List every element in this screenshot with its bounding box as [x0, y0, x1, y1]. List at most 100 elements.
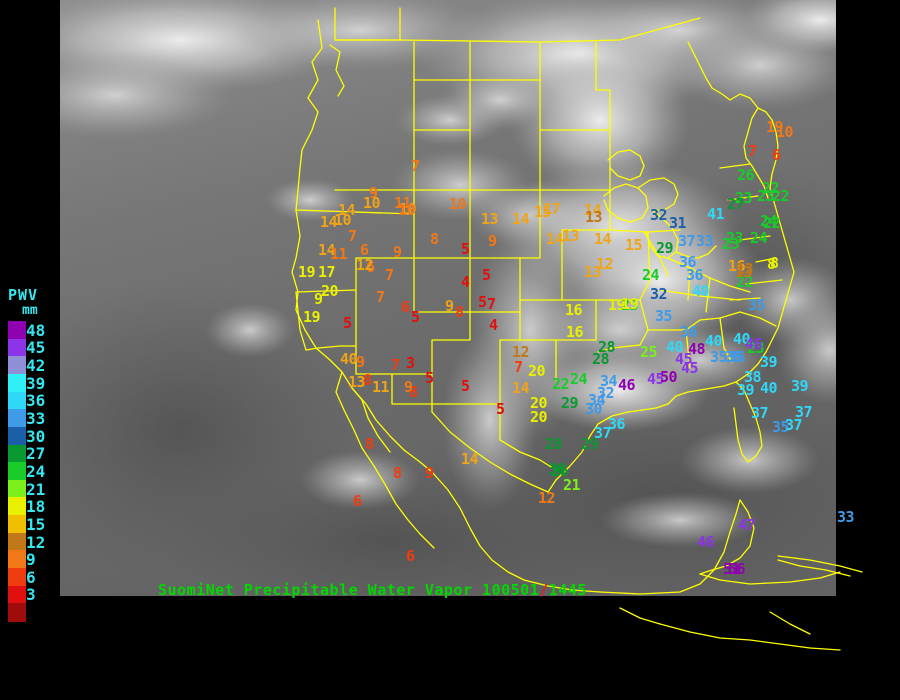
pwv-value: 37 — [795, 403, 813, 421]
colorbar-tick-27: 27 — [26, 444, 46, 464]
pwv-value: 32 — [597, 384, 615, 402]
pwv-value: 35 — [655, 307, 673, 325]
pwv-value: 16 — [565, 301, 583, 319]
pwv-value: 10 — [399, 200, 417, 218]
pwv-value: 8 — [363, 371, 372, 389]
pwv-value: 13 — [735, 263, 753, 281]
pwv-value: 4 — [461, 273, 470, 291]
pwv-value: 11 — [394, 194, 412, 212]
pwv-value: 9 — [393, 243, 402, 261]
pwv-value: 4 — [489, 316, 498, 334]
pwv-value: 31 — [669, 214, 687, 232]
pwv-value: 29 — [561, 394, 579, 412]
pwv-value: 19 — [766, 118, 784, 136]
pwv-value: 22 — [762, 179, 780, 197]
pwv-value: 39 — [737, 381, 755, 399]
pwv-value: 7 — [376, 288, 385, 306]
pwv-value: 8 — [365, 435, 374, 453]
colorbar-swatch-24 — [8, 462, 26, 481]
pwv-value: 41 — [707, 205, 725, 223]
pwv-value: 28 — [592, 350, 610, 368]
pwv-value: 12 — [512, 343, 530, 361]
pwv-value: 8 — [409, 383, 418, 401]
pwv-value: 7 — [385, 266, 394, 284]
pwv-value: 14 — [584, 201, 602, 219]
pwv-value: 9 — [356, 353, 365, 371]
pwv-value: 7 — [487, 295, 496, 313]
colorbar-tick-18: 18 — [26, 497, 46, 517]
colorbar-tick-9: 9 — [26, 550, 36, 570]
pwv-value: 25 — [640, 343, 658, 361]
pwv-value: 12 — [596, 255, 614, 273]
pwv-value: 20 — [530, 394, 548, 412]
colorbar-swatch-30 — [8, 426, 26, 446]
pwv-value: 32 — [650, 285, 668, 303]
pwv-value: 22 — [736, 273, 754, 291]
colorbar-swatch-45 — [8, 338, 26, 357]
pwv-value: 19 — [621, 295, 639, 313]
pwv-value: 45 — [675, 350, 693, 368]
pwv-value: 5 — [478, 293, 487, 311]
pwv-value: 9 — [369, 184, 378, 202]
pwv-value: 37 — [785, 416, 803, 434]
pwv-value: 23 — [722, 235, 740, 253]
colorbar-swatch-21 — [8, 479, 26, 499]
pwv-value: 46 — [697, 533, 715, 551]
pwv-value: 45 — [647, 370, 665, 388]
pwv-value: 23 — [621, 296, 639, 314]
pwv-value: 40 — [760, 379, 778, 397]
pwv-value: 9 — [314, 290, 323, 308]
pwv-value: 37 — [594, 424, 612, 442]
pwv-value: 29 — [656, 239, 674, 257]
pwv-value: 24 — [642, 266, 660, 284]
pwv-value: 7 — [748, 142, 757, 160]
pwv-value: 7 — [514, 358, 523, 376]
colorbar-tick-24: 24 — [26, 461, 46, 481]
colorbar-tick-30: 30 — [26, 426, 46, 446]
colorbar-tick-45: 45 — [26, 338, 46, 358]
colorbar-swatch-6 — [8, 568, 26, 587]
pwv-value: 15 — [625, 236, 643, 254]
pwv-value: 34 — [588, 391, 606, 409]
caption-date: 100501 — [482, 581, 540, 599]
colorbar-swatches — [8, 321, 26, 622]
pwv-value: 9 — [425, 464, 434, 482]
legend-units: mm — [22, 303, 38, 318]
pwv-value: 36 — [680, 323, 698, 341]
pwv-value: 51 — [723, 560, 741, 578]
colorbar-swatch-3 — [8, 585, 26, 604]
pwv-value: 10 — [363, 194, 381, 212]
pwv-value: 26 — [551, 462, 569, 480]
pwv-value: 5 — [343, 314, 352, 332]
pwv-value: 16 — [566, 323, 584, 341]
pwv-value: 28 — [545, 435, 563, 453]
pwv-value: 13 — [562, 227, 580, 245]
pwv-value: 6 — [360, 241, 369, 259]
pwv-value: 16 — [728, 257, 746, 275]
pwv-value: 37 — [751, 404, 769, 422]
pwv-value: 27 — [727, 195, 745, 213]
pwv-value: 8 — [430, 230, 439, 248]
pwv-value: 13 — [584, 263, 602, 281]
pwv-value: 36 — [608, 415, 626, 433]
pwv-value: 14 — [512, 379, 530, 397]
colorbar-tick-48: 48 — [26, 320, 46, 340]
pwv-value: 14 — [461, 450, 479, 468]
pwv-value: 19 — [303, 308, 321, 326]
pwv-value: 50 — [660, 368, 678, 386]
pwv-value: 11 — [330, 245, 348, 263]
pwv-value: 5 — [482, 266, 491, 284]
colorbar-swatch-15 — [8, 515, 26, 534]
pwv-value: 35 — [748, 296, 766, 314]
colorbar-tick-42: 42 — [26, 356, 46, 376]
pwv-value: 19 — [608, 296, 626, 314]
pwv-value: 39 — [791, 377, 809, 395]
pwv-value: 23 — [726, 229, 744, 247]
pwv-value: 8 — [393, 464, 402, 482]
pwv-value: 10 — [776, 123, 794, 141]
pwv-value: 10 — [334, 211, 352, 229]
pwv-value: 5 — [461, 377, 470, 395]
pwv-value: 38 — [744, 368, 762, 386]
pwv-value: 35 — [772, 418, 790, 436]
